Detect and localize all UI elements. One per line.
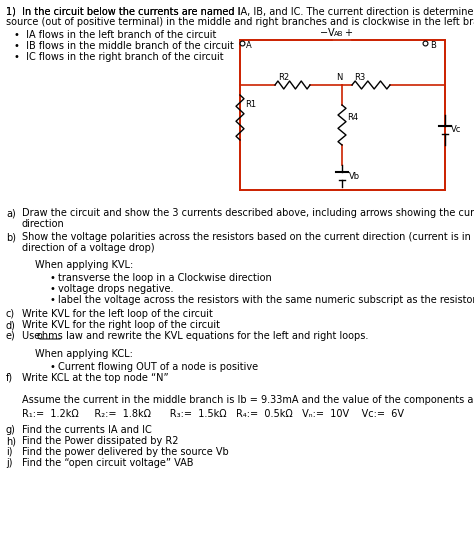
Text: a): a) [6, 208, 16, 218]
Text: •  IB flows in the middle branch of the circuit: • IB flows in the middle branch of the c… [14, 41, 234, 51]
Text: Use: Use [22, 331, 44, 341]
Text: R₁:=  1.2kΩ     R₂:=  1.8kΩ      R₃:=  1.5kΩ   R₄:=  0.5kΩ   Vₙ:=  10V    Vᴄ:=  : R₁:= 1.2kΩ R₂:= 1.8kΩ R₃:= 1.5kΩ R₄:= 0.… [22, 409, 404, 419]
Text: Write KCL at the top node “N”: Write KCL at the top node “N” [22, 373, 169, 383]
Text: transverse the loop in a Clockwise direction: transverse the loop in a Clockwise direc… [58, 273, 272, 283]
Text: f): f) [6, 373, 13, 383]
Text: 1)  In the circuit below the currents are named IA, IB, and IC. The current dire: 1) In the circuit below the currents are… [6, 7, 474, 17]
Text: Vb: Vb [349, 172, 360, 181]
Text: Find the “open circuit voltage” VAB: Find the “open circuit voltage” VAB [22, 458, 193, 468]
Text: direction: direction [22, 219, 65, 229]
Text: Assume the current in the middle branch is Ib = 9.33mA and the value of the comp: Assume the current in the middle branch … [22, 395, 474, 405]
Text: h): h) [6, 436, 16, 446]
Text: Find the Power dissipated by R2: Find the Power dissipated by R2 [22, 436, 179, 446]
Text: •: • [50, 362, 56, 372]
Text: +: + [344, 28, 352, 38]
Text: Draw the circuit and show the 3 currents described above, including arrows showi: Draw the circuit and show the 3 currents… [22, 208, 474, 218]
Text: Show the voltage polarities across the resistors based on the current direction : Show the voltage polarities across the r… [22, 232, 474, 242]
Text: 1)  In the circuit below the currents are named I: 1) In the circuit below the currents are… [6, 7, 240, 17]
Text: Vc: Vc [451, 125, 461, 134]
Text: R1: R1 [245, 100, 256, 109]
Text: Write KVL for the right loop of the circuit: Write KVL for the right loop of the circ… [22, 320, 220, 330]
Text: B: B [430, 41, 436, 50]
Text: source (out of positive terminal) in the middle and right branches and is clockw: source (out of positive terminal) in the… [6, 17, 474, 27]
Text: d): d) [6, 320, 16, 330]
Text: Find the currents IA and IC: Find the currents IA and IC [22, 425, 152, 435]
Text: AB: AB [334, 31, 344, 37]
Text: When applying KCL:: When applying KCL: [35, 349, 133, 359]
Text: law and rewrite the KVL equations for the left and right loops.: law and rewrite the KVL equations for th… [63, 331, 368, 341]
Text: e): e) [6, 331, 16, 341]
Text: R2: R2 [278, 73, 289, 82]
Bar [240, 40, 445, 190]
Text: R3: R3 [354, 73, 365, 82]
Text: When applying KVL:: When applying KVL: [35, 260, 133, 270]
Text: −: − [320, 28, 328, 38]
Text: V: V [328, 28, 335, 38]
Text: Current flowing OUT of a node is positive: Current flowing OUT of a node is positiv… [58, 362, 258, 372]
Text: R4: R4 [347, 113, 358, 122]
Text: •  IC flows in the right branch of the circuit: • IC flows in the right branch of the ci… [14, 52, 224, 62]
Text: A: A [246, 41, 252, 50]
Text: c): c) [6, 309, 15, 319]
Text: •: • [50, 273, 56, 283]
Text: i): i) [6, 447, 12, 457]
Text: j): j) [6, 458, 12, 468]
Text: g): g) [6, 425, 16, 435]
Text: b): b) [6, 232, 16, 242]
Text: direction of a voltage drop): direction of a voltage drop) [22, 243, 155, 253]
Text: •  IA flows in the left branch of the circuit: • IA flows in the left branch of the cir… [14, 30, 216, 40]
Text: Write KVL for the left loop of the circuit: Write KVL for the left loop of the circu… [22, 309, 213, 319]
Text: N: N [336, 73, 342, 82]
Text: ohms: ohms [37, 331, 64, 341]
Text: voltage drops negative.: voltage drops negative. [58, 284, 173, 294]
Text: •: • [50, 295, 56, 305]
Text: label the voltage across the resistors with the same numeric subscript as the re: label the voltage across the resistors w… [58, 295, 474, 305]
Text: Find the power delivered by the source Vb: Find the power delivered by the source V… [22, 447, 229, 457]
Text: •: • [50, 284, 56, 294]
